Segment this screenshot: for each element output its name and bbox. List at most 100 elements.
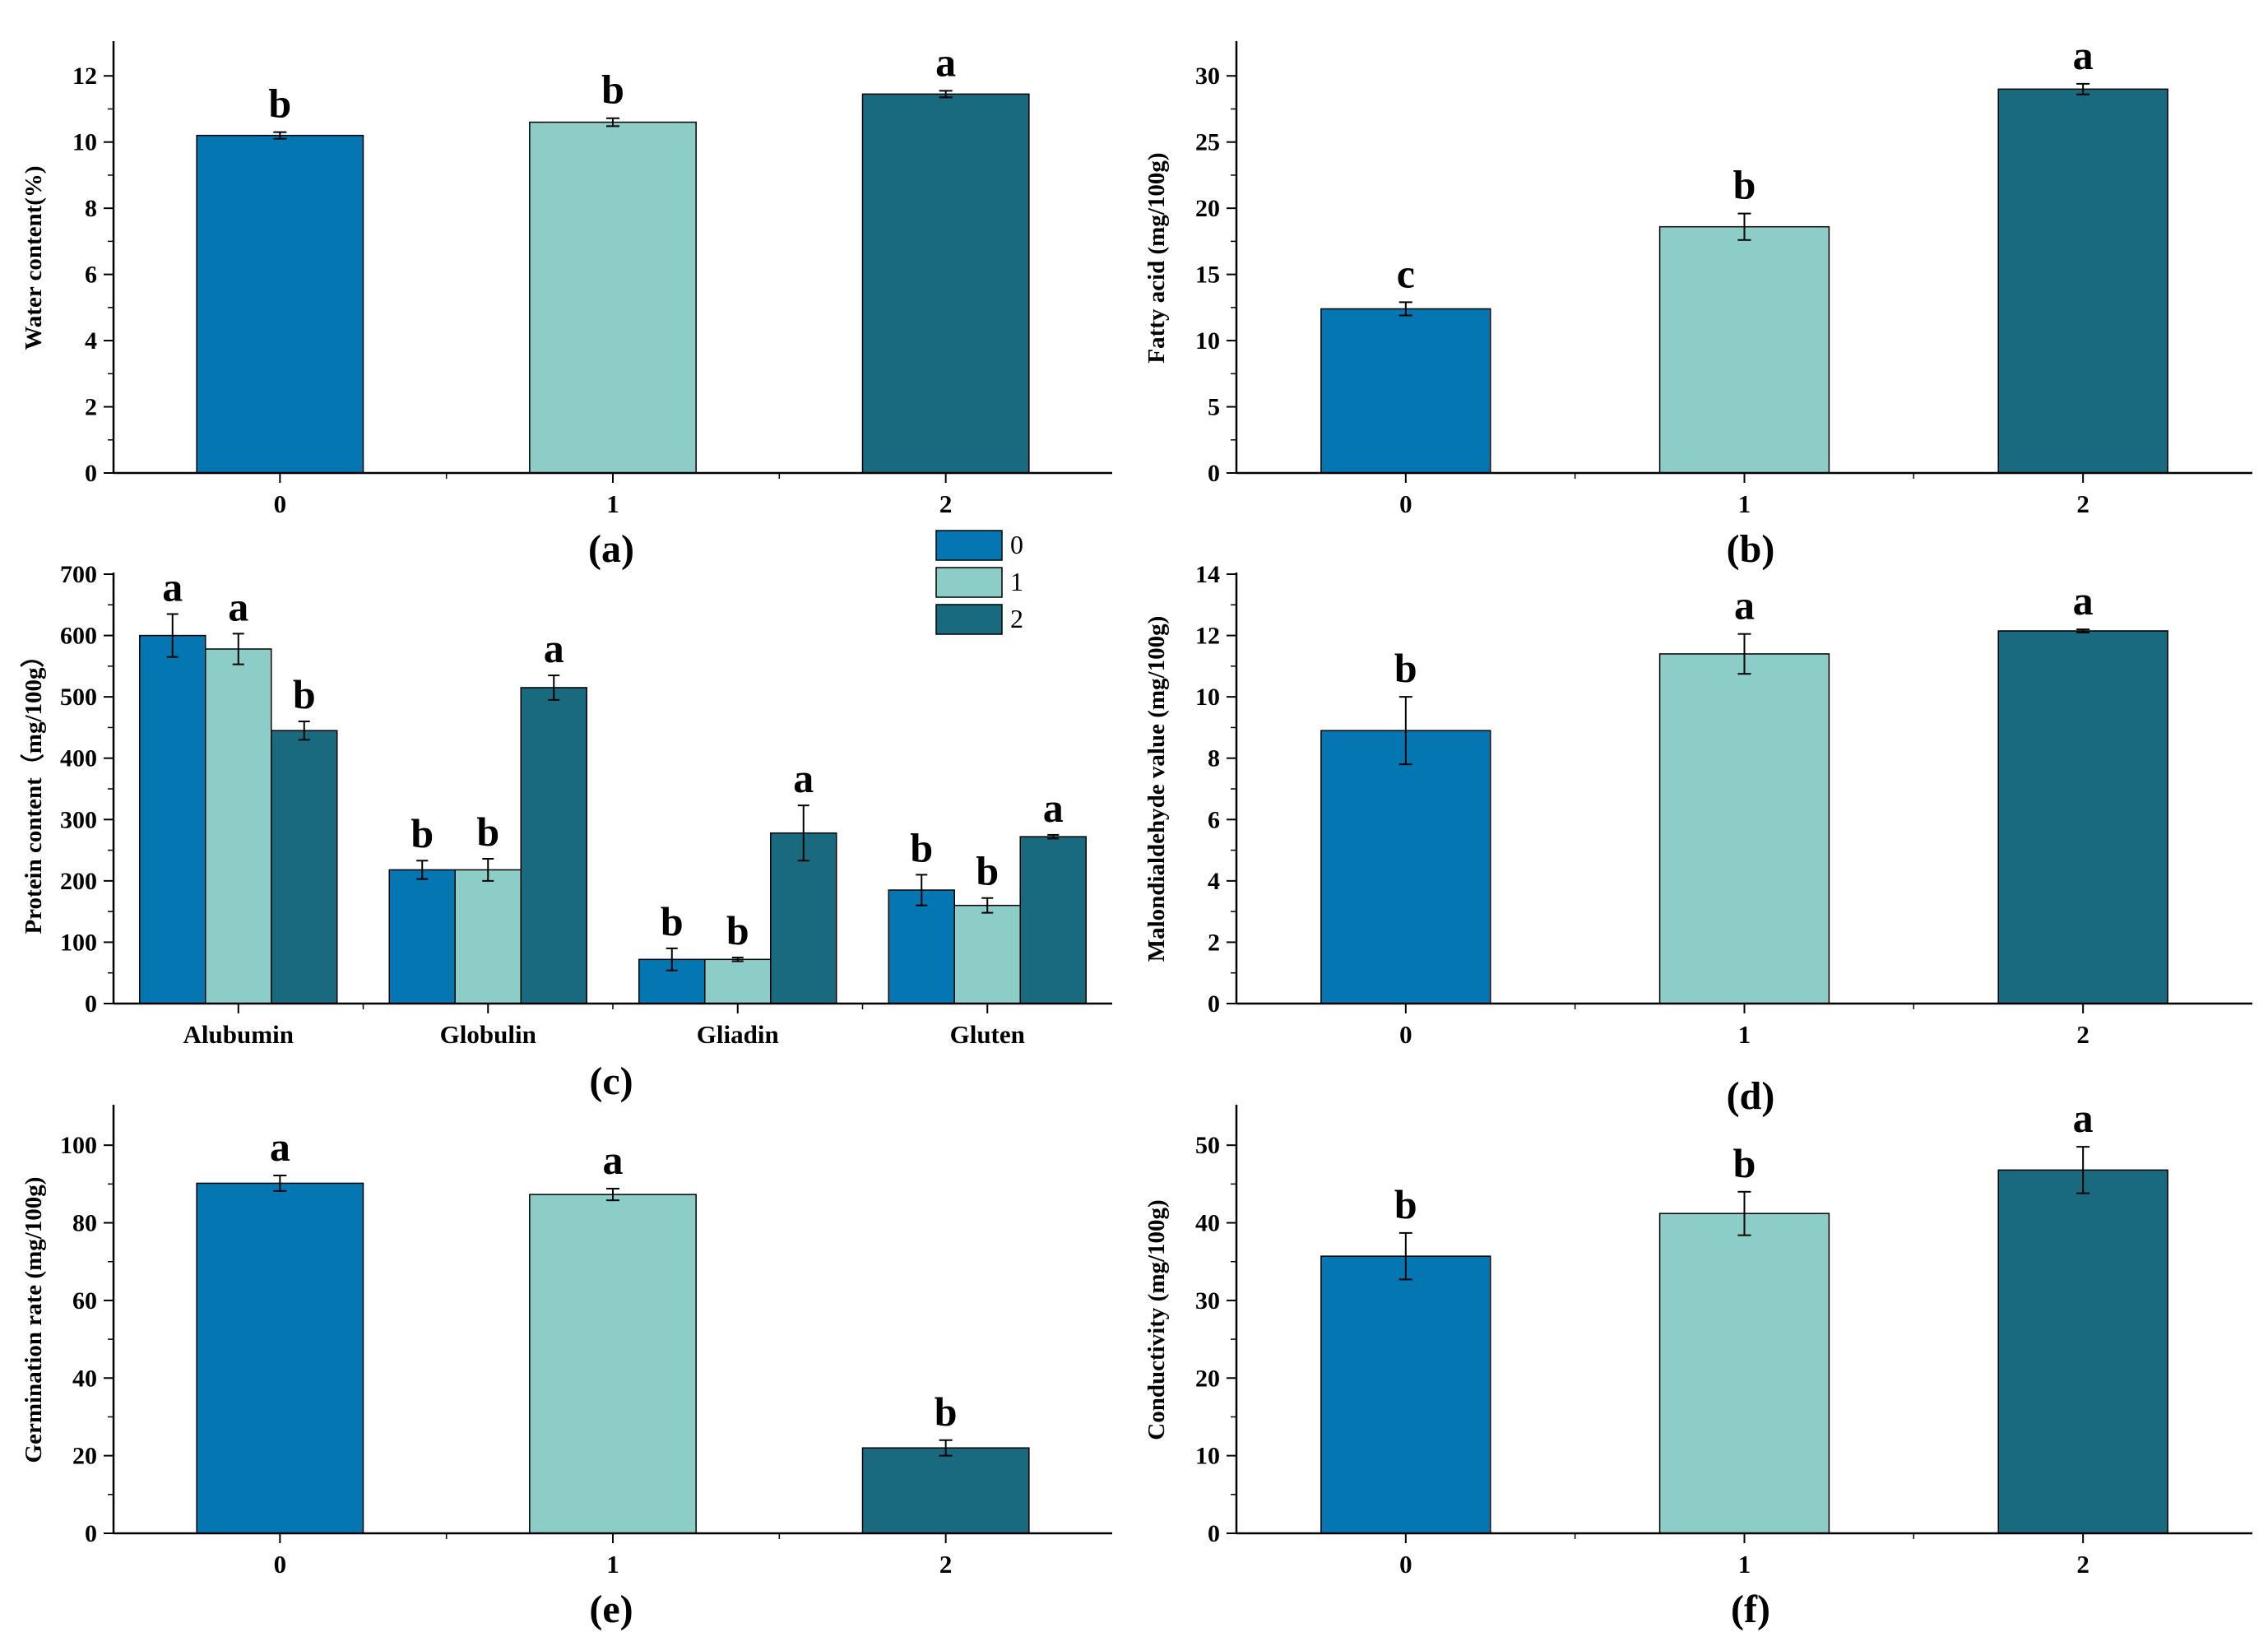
x-tick-label-b-0: 0: [1399, 489, 1412, 518]
x-tick-label-d-1: 1: [1738, 1020, 1751, 1049]
bar-b-1: [1658, 225, 1830, 474]
legend-swatch-1: [935, 567, 1003, 598]
y-tick-label-c-7: 700: [60, 561, 97, 588]
bar-f-2: [1997, 1169, 2168, 1534]
y-tick-label-b-3: 15: [1195, 262, 1220, 289]
panel-label-a: (a): [588, 527, 634, 571]
y-tick-label-f-5: 50: [1195, 1132, 1220, 1159]
y-tick-label-d-2: 4: [1208, 868, 1220, 895]
x-tick-label-a-0: 0: [274, 489, 287, 518]
y-tick-label-c-1: 100: [60, 929, 97, 956]
y-tick-label-f-0: 0: [1208, 1520, 1220, 1547]
x-tick-label-d-0: 0: [1399, 1020, 1412, 1049]
y-tick-label-f-2: 20: [1195, 1365, 1220, 1392]
panel-label-e: (e): [589, 1588, 633, 1631]
x-tick-label-b-1: 1: [1738, 489, 1751, 518]
y-tick-label-c-2: 200: [60, 868, 97, 895]
y-tick-label-b-6: 30: [1195, 63, 1220, 90]
y-axis-title-d: Malondialdehyde value (mg/100g): [1143, 616, 1170, 962]
bar-c-s1-0: [205, 648, 272, 1004]
bar-c-s2-3: [1019, 836, 1087, 1004]
bar-e-1: [529, 1194, 697, 1534]
x-tick-label-d-2: 2: [2076, 1020, 2089, 1049]
bar-d-1: [1658, 653, 1830, 1004]
y-tick-label-a-2: 4: [85, 327, 97, 355]
panel-label-b: (b): [1727, 527, 1775, 571]
y-tick-label-a-6: 12: [72, 63, 97, 90]
y-axis-title-b: Fatty acid (mg/100g): [1143, 152, 1170, 363]
y-tick-label-b-2: 10: [1195, 327, 1220, 355]
y-tick-label-c-6: 600: [60, 623, 97, 650]
bar-c-s0-1: [388, 869, 456, 1004]
y-tick-label-e-3: 60: [72, 1287, 97, 1314]
significance-label-c-s0-2: b: [661, 898, 684, 944]
significance-label-c-s0-3: b: [910, 824, 933, 870]
y-tick-label-d-5: 10: [1195, 684, 1220, 711]
x-tick-label-c-0: Alubumin: [183, 1020, 294, 1049]
chart-panel-c: abbbabbbbaaa0100200300400500600700Alubum…: [20, 561, 1112, 1103]
y-tick-label-f-4: 40: [1195, 1210, 1220, 1237]
bar-d-2: [1997, 630, 2168, 1004]
y-tick-label-b-1: 5: [1208, 394, 1220, 421]
y-tick-label-d-7: 14: [1195, 561, 1220, 588]
y-tick-label-d-6: 12: [1195, 623, 1220, 650]
significance-label-c-s0-0: a: [162, 563, 183, 610]
bar-a-2: [861, 93, 1030, 474]
y-axis-title-a: Water content(%): [21, 165, 47, 350]
bar-b-0: [1320, 308, 1491, 474]
bar-e-0: [196, 1182, 364, 1534]
bar-c-s2-1: [520, 687, 587, 1004]
y-tick-label-b-4: 20: [1195, 195, 1220, 222]
bar-a-0: [196, 134, 364, 474]
y-tick-label-b-0: 0: [1208, 460, 1220, 487]
chart-panel-b: c b a 0 5 10 15 20 25 30 0 1 2 Fatty acid (mg/100g) (b…: [1143, 32, 2252, 571]
significance-label-e-0: a: [270, 1124, 290, 1170]
legend-swatch-2: [935, 604, 1003, 635]
bar-f-0: [1320, 1255, 1491, 1534]
significance-label-f-0: b: [1394, 1181, 1417, 1227]
x-tick-label-f-1: 1: [1738, 1550, 1751, 1579]
bar-d-0: [1320, 730, 1491, 1004]
significance-label-d-0: b: [1394, 645, 1417, 691]
y-tick-label-b-5: 25: [1195, 129, 1220, 156]
significance-label-c-s1-3: b: [976, 848, 999, 894]
panel-label-f: (f): [1731, 1588, 1770, 1631]
y-tick-label-e-1: 20: [72, 1443, 97, 1470]
significance-label-c-s1-2: b: [726, 907, 749, 953]
bar-c-s1-3: [953, 904, 1021, 1004]
significance-label-f-2: a: [2073, 1095, 2094, 1141]
legend: 0 1 2: [935, 530, 1023, 635]
significance-label-b-0: c: [1397, 250, 1415, 296]
y-tick-label-f-3: 30: [1195, 1287, 1220, 1314]
significance-label-c-s1-0: a: [228, 583, 248, 629]
x-tick-label-e-0: 0: [274, 1550, 287, 1579]
y-tick-label-e-2: 40: [72, 1365, 97, 1392]
y-tick-label-e-5: 100: [60, 1132, 97, 1159]
significance-label-c-s2-0: b: [293, 671, 316, 717]
significance-label-c-s0-1: b: [410, 810, 434, 856]
legend-label-2: 2: [1010, 604, 1023, 633]
x-tick-label-b-2: 2: [2076, 489, 2089, 518]
bar-a-1: [529, 121, 697, 474]
y-tick-label-e-0: 0: [85, 1520, 97, 1547]
y-axis-title-e: Germination rate (mg/100g): [21, 1177, 47, 1463]
chart-panel-f: b b a 0 10 20 30 40 50 0 1 2 Conductivity (mg/100g) (…: [1143, 1095, 2252, 1631]
y-tick-label-a-4: 8: [85, 195, 97, 222]
y-tick-label-c-0: 0: [85, 990, 97, 1018]
significance-label-a-0: b: [268, 81, 291, 127]
significance-label-d-2: a: [2073, 577, 2094, 624]
y-tick-label-d-1: 2: [1208, 929, 1220, 956]
x-tick-label-e-1: 1: [606, 1550, 619, 1579]
y-tick-label-a-3: 6: [85, 262, 97, 289]
y-tick-label-a-1: 2: [85, 394, 97, 421]
y-tick-label-c-3: 300: [60, 806, 97, 833]
panel-label-d: (d): [1727, 1074, 1775, 1118]
y-tick-label-f-1: 10: [1195, 1443, 1220, 1470]
significance-label-b-1: b: [1733, 162, 1756, 208]
significance-label-e-2: b: [935, 1389, 958, 1435]
panel-label-c: (c): [589, 1059, 633, 1103]
y-tick-label-d-0: 0: [1208, 990, 1220, 1018]
x-tick-label-c-2: Gliadin: [697, 1020, 779, 1049]
